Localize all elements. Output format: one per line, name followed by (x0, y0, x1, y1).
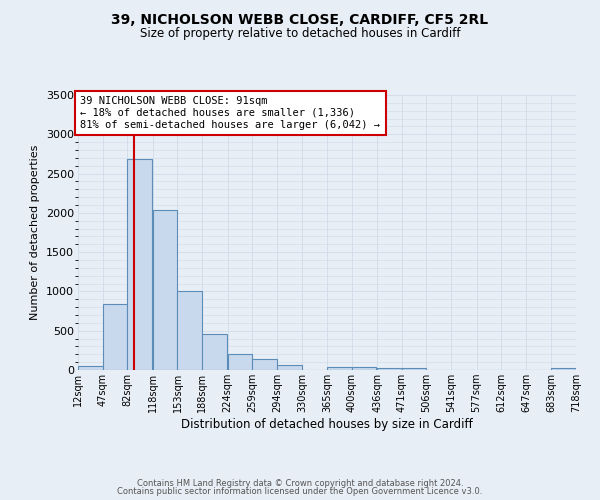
X-axis label: Distribution of detached houses by size in Cardiff: Distribution of detached houses by size … (181, 418, 473, 431)
Text: 39, NICHOLSON WEBB CLOSE, CARDIFF, CF5 2RL: 39, NICHOLSON WEBB CLOSE, CARDIFF, CF5 2… (112, 12, 488, 26)
Bar (227, 354, 252, 370)
Bar (377, 368, 402, 370)
Bar (352, 367, 376, 370)
Bar (327, 367, 352, 370)
Text: Contains public sector information licensed under the Open Government Licence v3: Contains public sector information licen… (118, 487, 482, 496)
Text: Contains HM Land Registry data © Crown copyright and database right 2024.: Contains HM Land Registry data © Crown c… (137, 478, 463, 488)
Bar (252, 359, 277, 370)
Bar (551, 368, 576, 370)
Bar (402, 368, 427, 370)
Bar (202, 334, 227, 370)
Text: Size of property relative to detached houses in Cardiff: Size of property relative to detached ho… (140, 28, 460, 40)
Bar (277, 366, 302, 370)
Y-axis label: Number of detached properties: Number of detached properties (30, 145, 40, 320)
Bar (103, 304, 127, 370)
Text: 39 NICHOLSON WEBB CLOSE: 91sqm
← 18% of detached houses are smaller (1,336)
81% : 39 NICHOLSON WEBB CLOSE: 91sqm ← 18% of … (80, 96, 380, 130)
Bar (178, 292, 202, 370)
Bar (127, 160, 152, 370)
Bar (78, 366, 103, 370)
Bar (153, 210, 178, 370)
